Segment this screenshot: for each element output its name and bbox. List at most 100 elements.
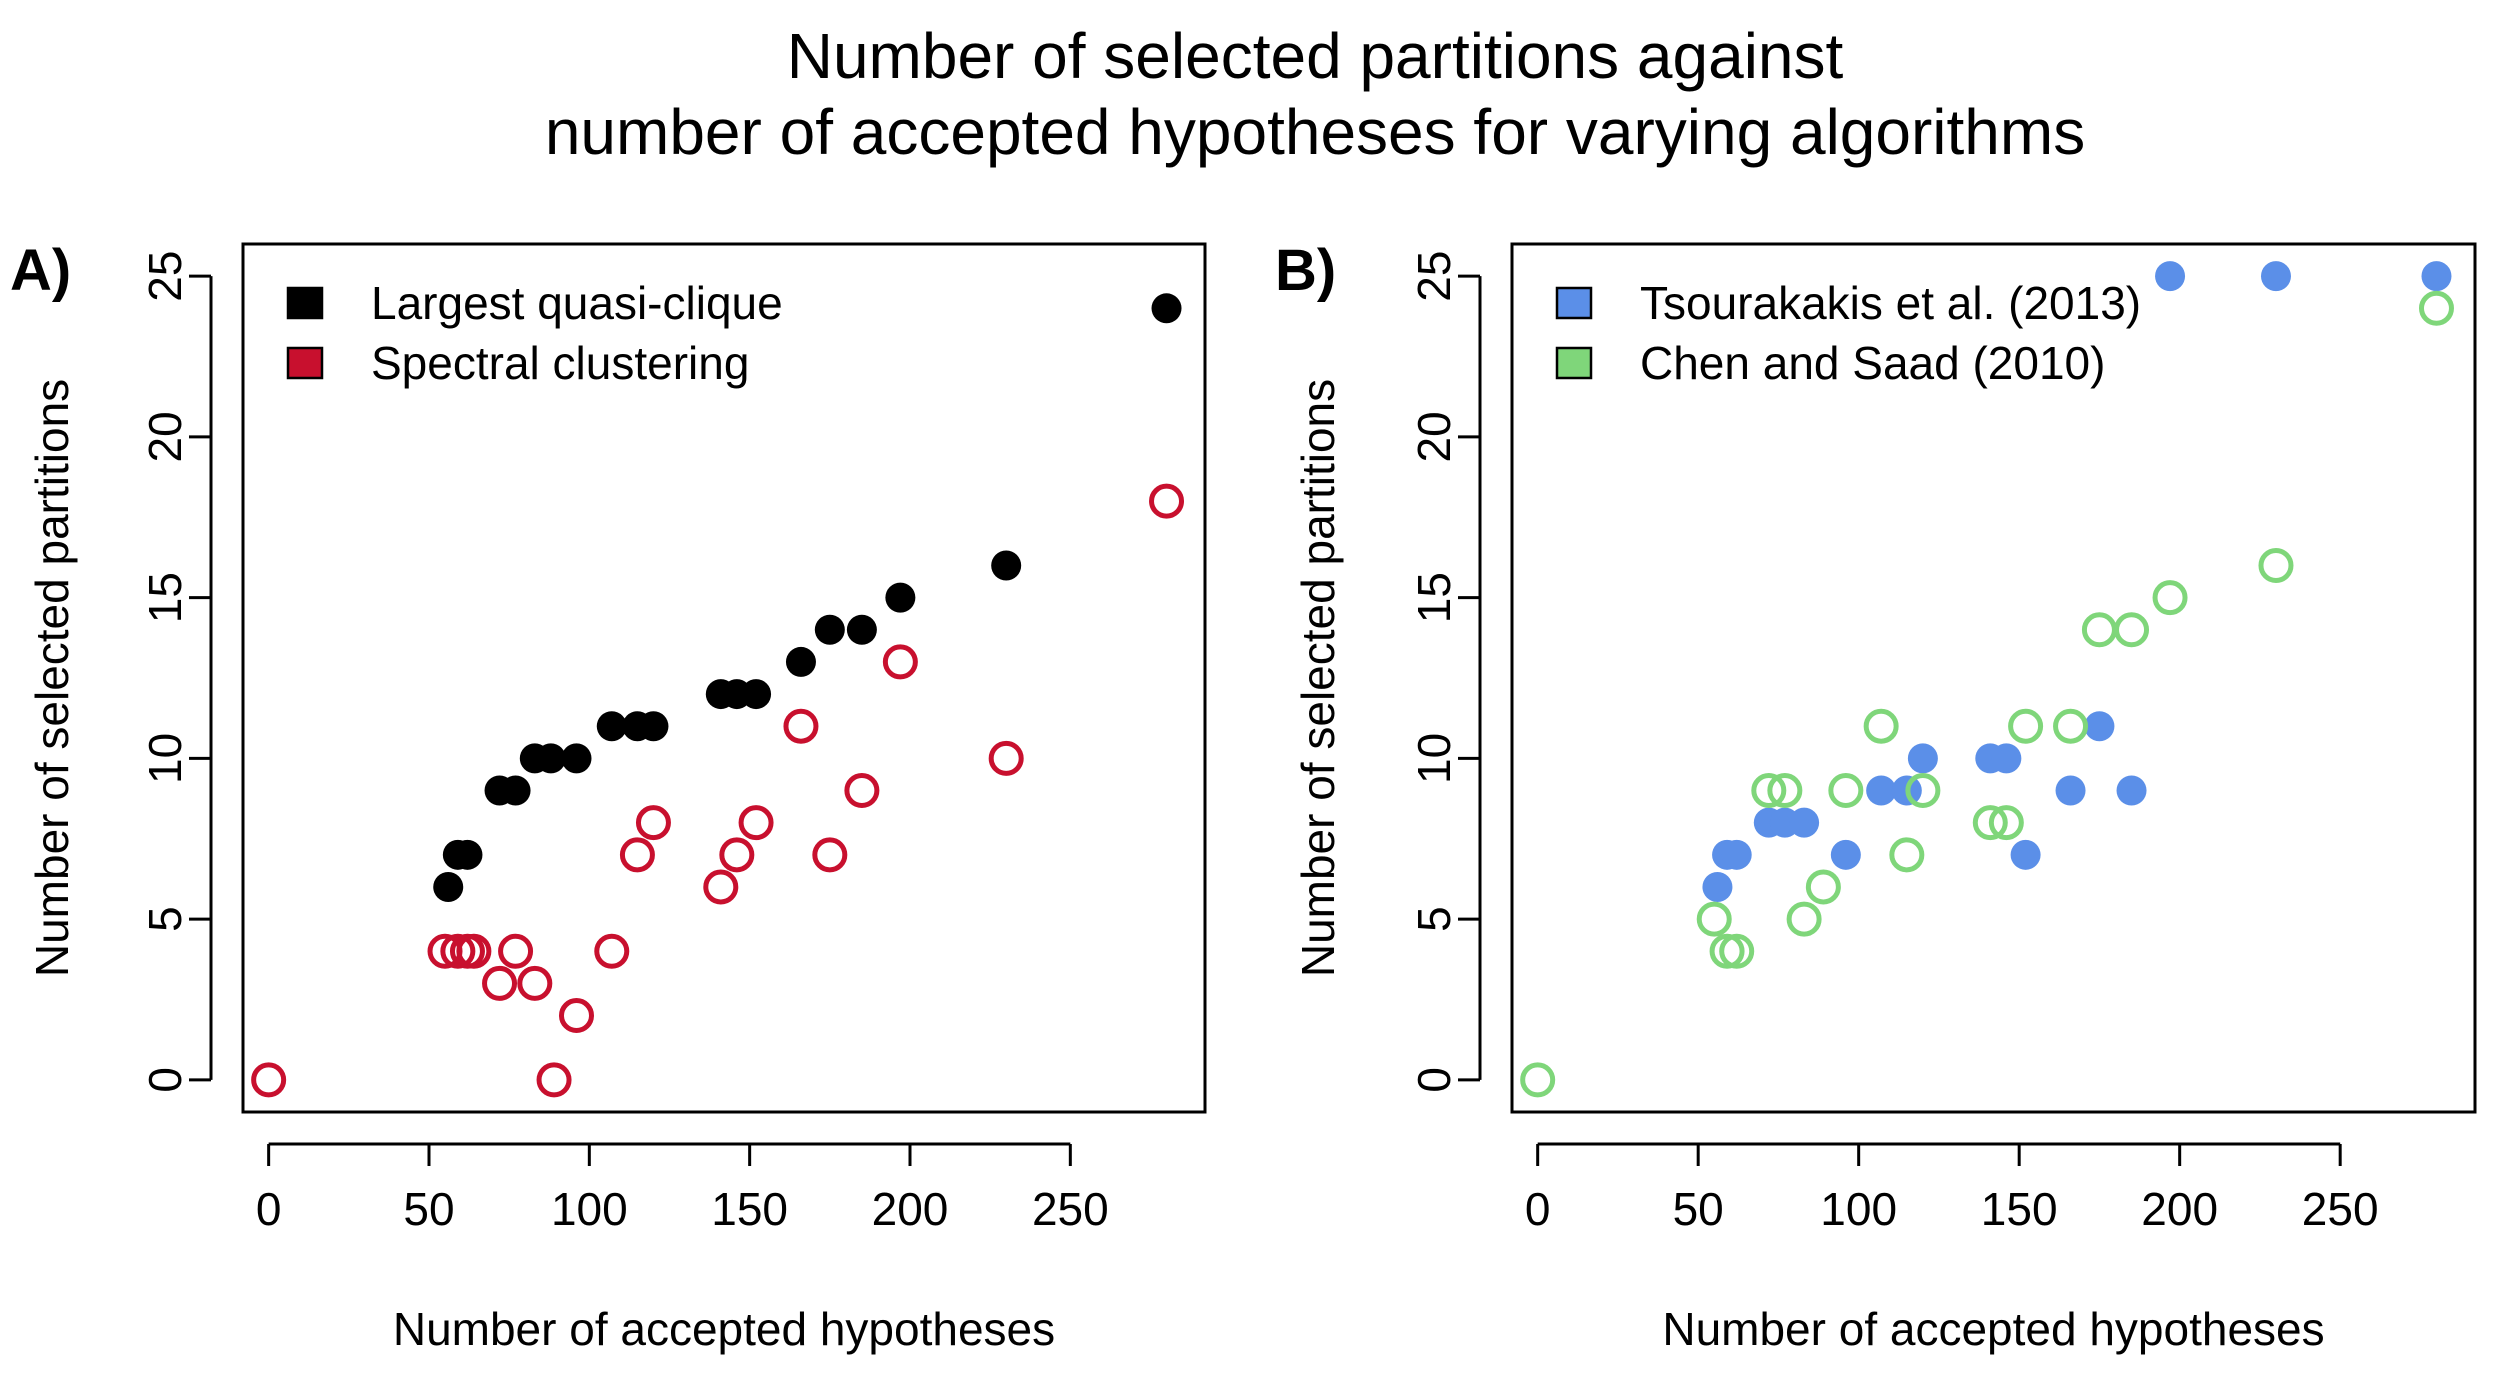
x-tick-label: 200 bbox=[2141, 1183, 2218, 1235]
data-point bbox=[1719, 933, 1755, 969]
y-tick-label: 5 bbox=[1408, 906, 1460, 932]
x-tick-label: 200 bbox=[872, 1183, 949, 1235]
data-point bbox=[1828, 773, 1864, 809]
data-point bbox=[1863, 708, 1899, 744]
x-tick-label: 250 bbox=[2302, 1183, 2379, 1235]
data-point bbox=[1702, 871, 1733, 902]
data-point bbox=[1907, 743, 1938, 774]
data-point bbox=[719, 837, 755, 873]
data-point bbox=[1721, 839, 1752, 870]
data-point bbox=[1786, 901, 1822, 937]
series-2 bbox=[1520, 290, 2454, 1098]
y-tick-label: 25 bbox=[1408, 251, 1460, 302]
legend-label: Chen and Saad (2010) bbox=[1640, 337, 2105, 389]
data-point bbox=[635, 805, 671, 841]
data-point bbox=[2010, 839, 2041, 870]
data-point bbox=[1696, 901, 1732, 937]
data-point bbox=[885, 582, 916, 613]
data-point bbox=[558, 998, 594, 1034]
y-tick-label: 0 bbox=[1408, 1067, 1460, 1093]
legend-label: Spectral clustering bbox=[371, 337, 749, 389]
series-2 bbox=[251, 483, 1185, 1098]
data-point bbox=[500, 775, 531, 806]
data-point bbox=[1789, 807, 1820, 838]
data-point bbox=[619, 837, 655, 873]
data-point bbox=[814, 614, 845, 645]
x-tick-label: 100 bbox=[551, 1183, 628, 1235]
figure-title-line1: Number of selected partitions against bbox=[787, 20, 1844, 92]
data-point bbox=[440, 933, 476, 969]
figure-title-line2: number of accepted hypotheses for varyin… bbox=[545, 96, 2085, 168]
data-point bbox=[2258, 547, 2294, 583]
legend-label: Largest quasi-clique bbox=[371, 277, 783, 329]
data-point bbox=[1905, 773, 1941, 809]
panel-b: B) 0 50 100 150 200 250 0 5 10 15 20 25 Number of acc… bbox=[1275, 238, 2477, 1355]
panel-label: B) bbox=[1275, 238, 1336, 303]
data-point bbox=[783, 708, 819, 744]
data-point bbox=[2084, 711, 2115, 742]
data-point bbox=[882, 644, 918, 680]
data-point bbox=[844, 773, 880, 809]
data-point bbox=[1830, 839, 1861, 870]
data-point bbox=[2152, 580, 2188, 616]
data-point bbox=[433, 871, 464, 902]
data-point bbox=[2418, 290, 2454, 326]
data-point bbox=[2055, 775, 2086, 806]
x-tick-label: 100 bbox=[1820, 1183, 1897, 1235]
data-point bbox=[741, 679, 772, 710]
data-point bbox=[536, 1062, 572, 1098]
data-point bbox=[1866, 775, 1897, 806]
plot-frame bbox=[241, 242, 1207, 1114]
data-point bbox=[594, 933, 630, 969]
x-tick-label: 150 bbox=[1981, 1183, 2058, 1235]
plot-frame bbox=[1510, 242, 2477, 1114]
legend-label: Tsourakakis et al. (2013) bbox=[1640, 277, 2141, 329]
data-point bbox=[2421, 261, 2452, 292]
data-point bbox=[2116, 775, 2147, 806]
data-point bbox=[2081, 612, 2117, 648]
data-point bbox=[1709, 933, 1745, 969]
data-point bbox=[452, 839, 483, 870]
y-tick-label: 25 bbox=[139, 251, 191, 302]
x-tick-label: 50 bbox=[1673, 1183, 1724, 1235]
y-tick-label: 5 bbox=[139, 906, 191, 932]
data-point bbox=[1991, 743, 2022, 774]
data-point bbox=[1149, 483, 1185, 519]
y-tick-label: 15 bbox=[1408, 572, 1460, 623]
y-tick-label: 0 bbox=[139, 1067, 191, 1093]
data-point bbox=[988, 740, 1024, 776]
legend-swatch bbox=[286, 286, 324, 320]
data-point bbox=[482, 965, 518, 1001]
y-tick-label: 10 bbox=[1408, 733, 1460, 784]
data-point bbox=[1767, 773, 1803, 809]
data-point bbox=[638, 711, 669, 742]
data-point bbox=[1972, 805, 2008, 841]
legend-swatch bbox=[1555, 286, 1593, 320]
data-point bbox=[2155, 261, 2186, 292]
y-tick-label: 20 bbox=[139, 411, 191, 462]
data-point bbox=[251, 1062, 287, 1098]
data-point bbox=[561, 743, 592, 774]
y-axis-label: Number of selected partitions bbox=[1292, 379, 1344, 977]
data-point bbox=[2260, 261, 2291, 292]
panel-label: A) bbox=[10, 238, 71, 303]
x-axis-label: Number of accepted hypotheses bbox=[393, 1303, 1055, 1355]
x-tick-label: 0 bbox=[1525, 1183, 1551, 1235]
x-axis-label: Number of accepted hypotheses bbox=[1662, 1303, 2324, 1355]
data-point bbox=[596, 711, 627, 742]
data-point bbox=[738, 805, 774, 841]
data-point bbox=[785, 646, 816, 677]
y-tick-label: 15 bbox=[139, 572, 191, 623]
legend-swatch bbox=[286, 346, 324, 380]
x-tick-label: 0 bbox=[256, 1183, 282, 1235]
data-point bbox=[498, 933, 534, 969]
data-point bbox=[2053, 708, 2089, 744]
y-tick-label: 10 bbox=[139, 733, 191, 784]
series-1 bbox=[1702, 261, 2452, 902]
x-tick-label: 150 bbox=[711, 1183, 788, 1235]
data-point bbox=[812, 837, 848, 873]
data-point bbox=[1988, 805, 2024, 841]
data-point bbox=[517, 965, 553, 1001]
data-point bbox=[2114, 612, 2150, 648]
